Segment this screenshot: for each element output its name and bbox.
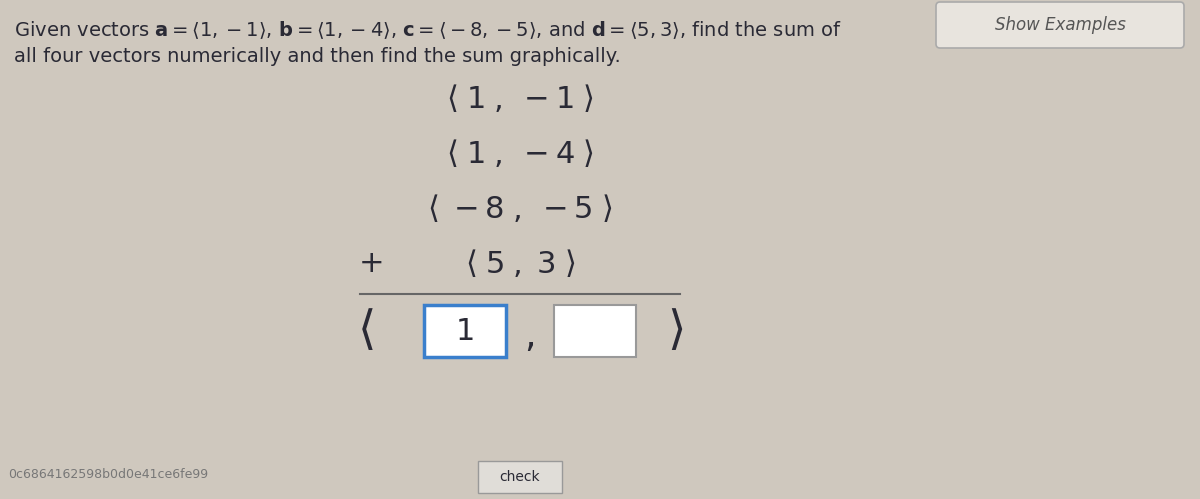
FancyBboxPatch shape <box>478 461 562 493</box>
Text: $\langle\; 5 \;,\; 3 \;\rangle$: $\langle\; 5 \;,\; 3 \;\rangle$ <box>464 248 575 280</box>
Text: check: check <box>499 470 540 484</box>
Text: $\langle\; 1 \;,\; -1 \;\rangle$: $\langle\; 1 \;,\; -1 \;\rangle$ <box>446 83 594 115</box>
Text: $\langle\; -8 \;,\; -5 \;\rangle$: $\langle\; -8 \;,\; -5 \;\rangle$ <box>427 193 613 225</box>
Text: $\langle\; 1 \;,\; -4 \;\rangle$: $\langle\; 1 \;,\; -4 \;\rangle$ <box>446 138 594 170</box>
Text: 1: 1 <box>455 316 475 345</box>
Text: 0c6864162598b0d0e41ce6fe99: 0c6864162598b0d0e41ce6fe99 <box>8 468 208 481</box>
FancyBboxPatch shape <box>424 305 506 357</box>
FancyBboxPatch shape <box>936 2 1184 48</box>
Text: Show Examples: Show Examples <box>995 16 1126 34</box>
Text: $+$: $+$ <box>358 250 382 278</box>
Text: all four vectors numerically and then find the sum graphically.: all four vectors numerically and then fi… <box>14 47 620 66</box>
Text: Given vectors $\mathbf{a} = \langle 1, -1 \rangle$, $\mathbf{b} = \langle 1, -4 : Given vectors $\mathbf{a} = \langle 1, -… <box>14 19 842 41</box>
Text: $\rangle$: $\rangle$ <box>667 308 683 354</box>
Text: $\langle$: $\langle$ <box>356 308 373 354</box>
FancyBboxPatch shape <box>554 305 636 357</box>
Text: ,: , <box>524 320 535 354</box>
